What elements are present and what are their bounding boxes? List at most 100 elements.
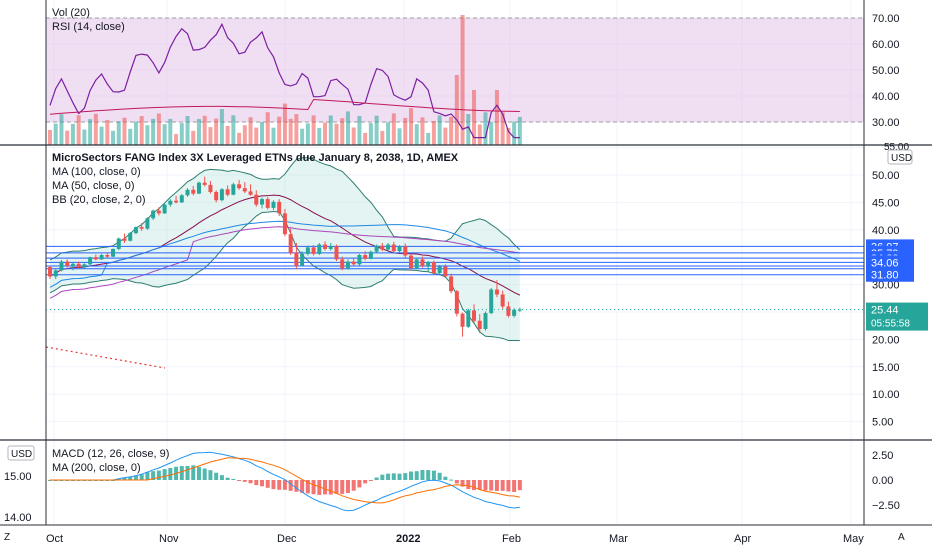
macd-histogram-bar [208,470,213,480]
candle-body [65,261,70,266]
countdown-label: 05:55:58 [871,319,910,330]
candle-body [111,248,116,257]
level-tag-label: 31.80 [871,270,899,282]
candle-body [105,255,110,257]
candle-body [397,246,402,252]
left-currency-label: USD [11,449,32,460]
candle-body [334,246,339,260]
candle-body [403,246,408,256]
price-tick-label: 10.00 [872,389,900,401]
x-tick-label: Oct [46,533,63,545]
macd-histogram-bar [420,470,425,480]
macd-histogram-bar [403,473,408,480]
volume-bar [328,115,333,145]
candle-body [363,255,368,259]
macd-line [50,451,520,512]
volume-bar [271,127,276,145]
macd-histogram-bar [133,475,138,480]
candle-body [437,266,442,274]
macd-histogram-bar [494,480,499,491]
macd-histogram-bar [380,474,385,480]
macd-histogram-bar [231,478,236,480]
volume-bar [202,115,207,145]
macd-histogram-bar [294,480,299,492]
candle-body [191,189,196,194]
currency-box [887,149,913,165]
candle-body [185,189,190,196]
volume-bar [426,132,431,145]
volume-bar [237,132,242,145]
macd-histogram-bar [300,480,305,493]
macd-histogram-bar [271,480,276,490]
x-tick-label: Mar [609,533,628,545]
candle-body [477,320,482,329]
candle-body [472,310,477,321]
price-pane [45,157,864,369]
macd-histogram-bar [517,480,522,491]
candle-body [242,188,247,192]
price-tick-label: 5.00 [872,417,893,429]
candle-body [128,233,133,241]
price-tick-label: 30.00 [872,280,900,292]
volume-bar [300,128,305,145]
vol-legend: Vol (20) [52,7,90,19]
volume-bar [128,128,133,145]
price-tick-label: 20.00 [872,334,900,346]
volume-bar [219,109,224,145]
candle-body [116,238,121,249]
candle-body [196,182,201,194]
macd-histogram-bar [437,472,442,480]
volume-bar [363,132,368,145]
volume-bar [431,121,436,145]
volume-bar [65,130,70,145]
macd-histogram-bar [214,472,219,480]
zoom-button[interactable]: Z [4,532,11,543]
macd-histogram-bar [122,477,127,480]
candle-body [431,262,436,274]
volume-bar [59,114,64,145]
candle-body [483,313,488,329]
volume-bar [151,118,156,145]
macd-histogram-bar [242,480,247,482]
candle-body [145,218,150,229]
volume-bar [460,15,465,145]
macd-histogram-bar [345,480,350,493]
macd-histogram-bar [340,480,345,494]
macd-legend-label: MACD (12, 26, close, 9) [52,448,170,460]
candle-body [271,201,276,208]
volume-bar [380,130,385,145]
candle-body [76,263,81,268]
macd-histogram-bar [237,480,242,481]
candle-body [408,255,413,269]
volume-bar [351,127,356,145]
volume-bar [265,112,270,145]
macd-histogram-bar [512,480,517,492]
macd-histogram-bar [225,477,230,480]
volume-bar [139,116,144,145]
macd-histogram-bar [414,471,419,480]
macd-histogram-bar [460,480,465,487]
volume-bar [82,129,87,145]
ma50-legend: MA (50, close, 0) [52,180,135,192]
volume-bar [397,128,402,145]
volume-bar [248,117,253,145]
macd-histogram-bar [260,480,265,487]
volume-bar [225,126,230,145]
auto-scale-button[interactable]: A [898,532,905,543]
volume-bar [403,117,408,145]
macd-histogram-bar [500,480,505,491]
currency-label: USD [891,153,912,164]
candle-body [391,244,396,252]
volume-bar [88,119,93,145]
macd-histogram-bar [156,470,161,480]
candle-body [260,199,265,205]
macd-histogram-bar [305,480,310,494]
rsi-tick-label: 30.00 [872,117,900,129]
volume-bar [288,118,293,145]
volume-bar [483,112,488,145]
macd-histogram-bar [254,480,259,486]
candle-body [368,251,373,259]
bb-fill [50,157,520,341]
